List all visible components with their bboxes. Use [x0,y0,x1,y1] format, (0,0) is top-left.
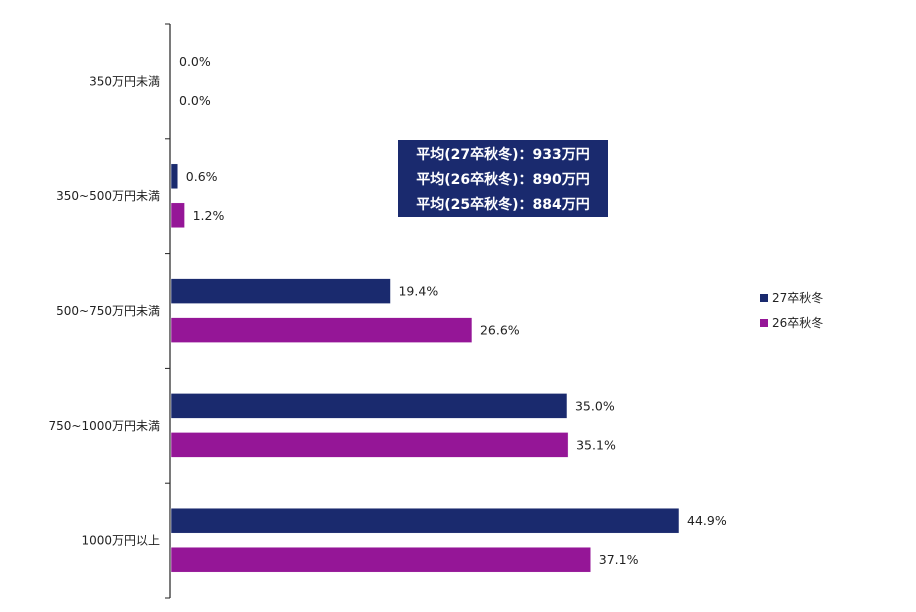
bar [170,278,391,304]
data-label: 35.0% [575,398,615,413]
category-label: 1000万円以上 [81,534,160,548]
bar [170,202,185,229]
bar [170,432,569,458]
category-label: 500~750万円未満 [56,304,160,318]
data-label: 37.1% [599,552,639,567]
legend-swatch-26 [760,319,768,327]
average-line-25: 平均(25卒秋冬)：884万円 [416,196,590,213]
category-label: 350万円未満 [89,74,160,88]
data-label: 35.1% [576,437,616,452]
data-label: 0.0% [179,93,211,108]
category-label: 350~500万円未満 [56,189,160,203]
legend-label-27: 27卒秋冬 [772,290,823,305]
bar [170,163,179,190]
category-label: 750~1000万円未満 [49,419,161,433]
bar [170,393,568,419]
data-label: 44.9% [687,513,727,528]
data-label: 19.4% [398,284,438,299]
average-line-26: 平均(26卒秋冬)：890万円 [416,171,590,188]
bar [170,546,592,573]
bar [170,507,680,534]
average-box [398,140,608,217]
data-label: 0.0% [179,54,211,69]
legend-label-26: 26卒秋冬 [772,315,823,330]
average-annotation: 平均(27卒秋冬)：933万円 平均(26卒秋冬)：890万円 平均(25卒秋冬… [398,140,608,217]
data-label: 0.6% [186,169,218,184]
legend-swatch-27 [760,294,768,302]
legend: 27卒秋冬 26卒秋冬 [760,290,823,330]
data-label: 26.6% [480,323,520,338]
bar [170,317,473,343]
data-label: 1.2% [193,208,225,223]
average-line-27: 平均(27卒秋冬)：933万円 [416,146,590,163]
